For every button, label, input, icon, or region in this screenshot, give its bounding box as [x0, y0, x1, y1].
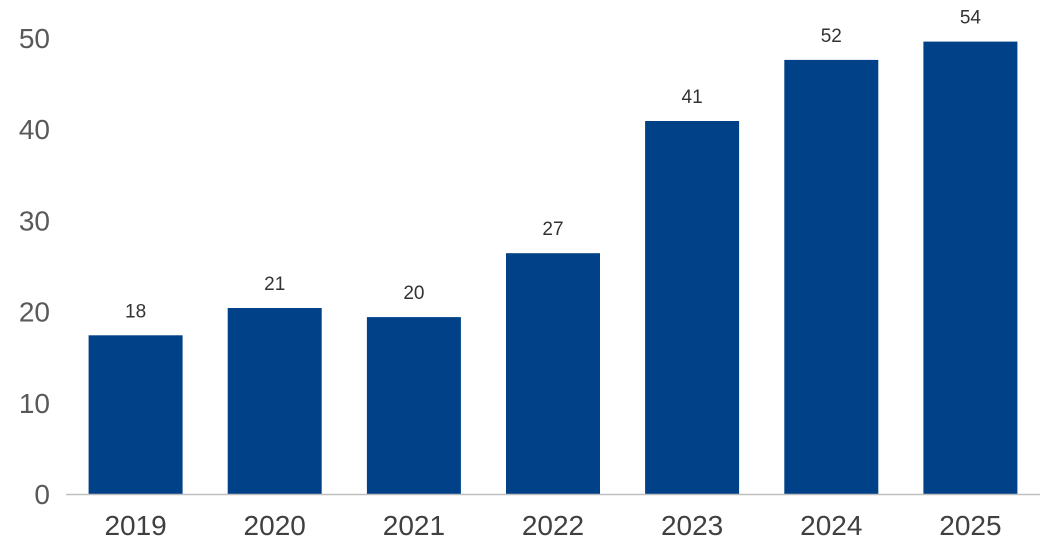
- data-labels-group: 18 21 20 27 41 52 54: [125, 8, 981, 323]
- data-label-2021: 20: [403, 283, 424, 304]
- data-label-2019: 18: [125, 301, 146, 322]
- x-tick-2022: 2022: [522, 510, 584, 541]
- y-axis-ticks: 0 10 20 30 40 50: [19, 23, 50, 510]
- data-label-2023: 41: [682, 87, 703, 108]
- bar-2022: [506, 253, 600, 494]
- x-tick-2019: 2019: [104, 510, 166, 541]
- y-tick-0: 0: [34, 479, 50, 510]
- y-tick-20: 20: [19, 297, 50, 328]
- bar-2024: [784, 59, 879, 495]
- bar-2019: [88, 335, 183, 494]
- x-tick-2023: 2023: [661, 510, 723, 541]
- data-label-2024: 52: [821, 26, 842, 47]
- bars-group: [88, 41, 1018, 495]
- bar-2025: [923, 41, 1018, 494]
- bar-2021: [366, 317, 461, 494]
- data-label-2022: 27: [542, 219, 563, 240]
- bar-2020: [227, 308, 322, 494]
- data-label-2025: 54: [960, 8, 982, 29]
- bar-2023: [645, 121, 740, 494]
- y-tick-40: 40: [19, 114, 50, 145]
- x-tick-2024: 2024: [800, 510, 862, 541]
- x-tick-2021: 2021: [383, 510, 445, 541]
- y-tick-10: 10: [19, 388, 50, 419]
- y-tick-30: 30: [19, 205, 50, 236]
- x-tick-2025: 2025: [939, 510, 1001, 541]
- x-tick-2020: 2020: [244, 510, 306, 541]
- y-tick-50: 50: [19, 23, 50, 54]
- data-label-2020: 21: [264, 274, 285, 295]
- x-axis-ticks: 2019 2020 2021 2022 2023 2024 2025: [104, 510, 1001, 541]
